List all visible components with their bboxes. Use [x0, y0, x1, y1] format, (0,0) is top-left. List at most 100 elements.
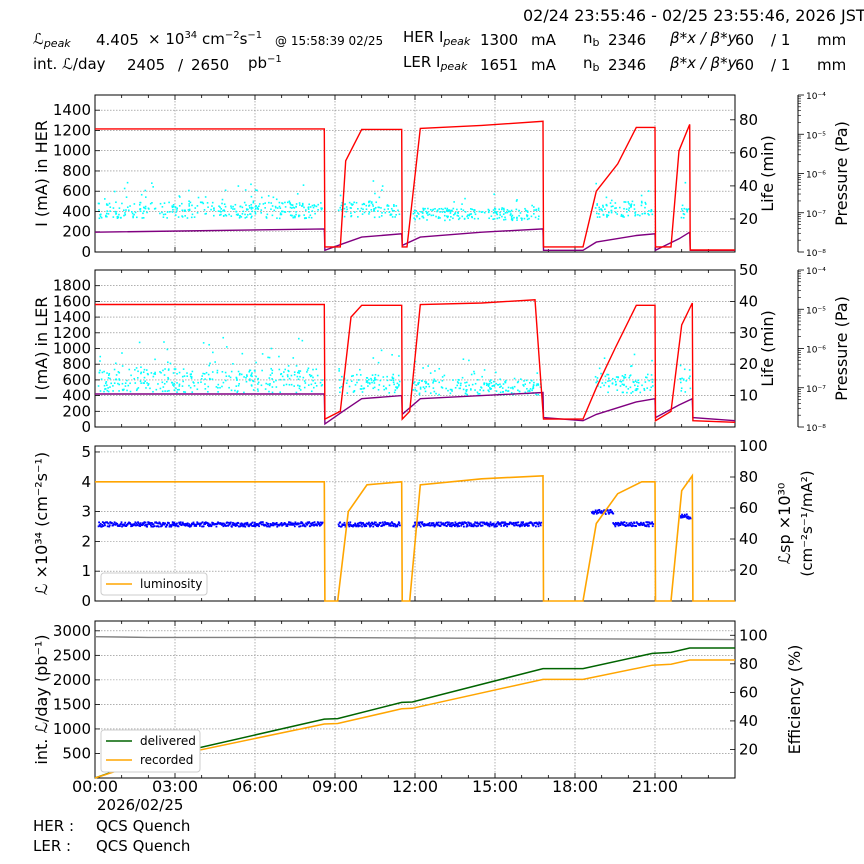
- pressure-point: [502, 391, 504, 393]
- specific-lum-point: [481, 521, 483, 524]
- pressure-point: [232, 205, 234, 208]
- ler-nb-label: nb: [583, 54, 600, 74]
- pressure-point: [490, 387, 493, 390]
- pressure-point: [311, 210, 314, 212]
- pressure-point: [617, 376, 620, 379]
- ler-abort-value: QCS Quench: [96, 837, 191, 855]
- specific-lum-point: [516, 521, 519, 524]
- specific-lum-point: [306, 523, 308, 526]
- specific-lum-point: [124, 521, 127, 524]
- specific-lum-point: [437, 524, 440, 527]
- pressure-point: [203, 209, 206, 211]
- pressure-point: [396, 387, 398, 390]
- pressure-point: [600, 208, 602, 210]
- pressure-point: [208, 364, 210, 367]
- specific-lum-point: [537, 525, 540, 528]
- pressure-point: [680, 208, 683, 210]
- pressure-point: [234, 203, 237, 206]
- pressure-point: [449, 210, 452, 213]
- pressure-point: [390, 379, 392, 381]
- pressure-point: [622, 379, 624, 382]
- specific-lum-point: [347, 523, 350, 526]
- pressure-point: [646, 387, 649, 389]
- pressure-point: [254, 370, 256, 372]
- pressure-point: [639, 391, 642, 394]
- pressure-point: [190, 216, 193, 219]
- y-right-tick-label: 80: [739, 655, 758, 673]
- specific-lum-point: [98, 524, 101, 526]
- pressure-point: [628, 376, 631, 379]
- specific-lum-point: [435, 523, 438, 526]
- pressure-point: [427, 383, 430, 386]
- specific-lum-point: [149, 524, 152, 527]
- pressure-point: [126, 181, 129, 184]
- specific-lum-point: [391, 522, 394, 524]
- pressure-point: [255, 375, 257, 378]
- specific-lum-point: [601, 511, 603, 514]
- pressure-point: [283, 384, 285, 387]
- ler-abort-label: LER :: [33, 837, 72, 855]
- pressure-point: [373, 386, 376, 389]
- pressure-point: [228, 375, 230, 377]
- specific-lum-point: [170, 524, 173, 527]
- pressure-point: [98, 371, 101, 374]
- pressure-point: [377, 374, 380, 377]
- specific-lum-point: [448, 521, 450, 524]
- specific-lum-point: [255, 524, 258, 527]
- pressure-point: [510, 215, 513, 218]
- pressure-point: [456, 214, 459, 217]
- pressure-point: [422, 367, 424, 369]
- pressure-point: [278, 355, 280, 358]
- specific-lum-point: [225, 525, 227, 527]
- pressure-point: [140, 371, 143, 374]
- specific-lum-point: [608, 511, 611, 514]
- pressure-point: [189, 375, 192, 378]
- pressure-point: [598, 206, 601, 209]
- pressure-point: [196, 212, 199, 214]
- specific-lum-point: [598, 508, 601, 511]
- pressure-point: [511, 219, 514, 222]
- pressure-point: [398, 383, 400, 386]
- pressure-point: [365, 381, 368, 383]
- pressure-point: [608, 385, 610, 387]
- pressure-point: [126, 379, 128, 382]
- specific-lum-point: [646, 523, 649, 526]
- specific-lum-point: [467, 521, 470, 524]
- specific-lum-point: [357, 525, 360, 528]
- specific-lum-point: [373, 521, 376, 524]
- pressure-point: [273, 381, 275, 383]
- pressure-point: [143, 376, 146, 379]
- specific-lum-point: [285, 524, 288, 527]
- pressure-point: [178, 383, 181, 386]
- specific-lum-point: [492, 523, 495, 526]
- pressure-point: [176, 388, 179, 391]
- y-right-tick-label: 40: [739, 530, 758, 548]
- specific-lum-point: [449, 523, 452, 526]
- pressure-point: [532, 387, 534, 390]
- pressure-point: [252, 200, 255, 203]
- pressure-point: [309, 214, 312, 217]
- pressure-point: [414, 388, 417, 391]
- pressure-point: [250, 216, 252, 219]
- pressure-point: [164, 213, 167, 216]
- pressure-point: [398, 380, 401, 383]
- pressure-point: [265, 217, 268, 219]
- legend-label-delivered: delivered: [140, 734, 196, 748]
- specific-lum-point: [627, 524, 630, 527]
- specific-lum-point: [439, 525, 442, 527]
- pressure-point: [144, 205, 147, 208]
- pressure-point: [683, 207, 686, 210]
- pressure-point: [144, 196, 147, 198]
- specific-lum-point: [386, 522, 388, 524]
- specific-lum-point: [287, 523, 290, 526]
- specific-lum-point: [172, 524, 175, 527]
- pressure-point: [267, 383, 269, 386]
- pressure-point: [529, 388, 532, 390]
- specific-lum-point: [127, 522, 130, 525]
- pressure-point: [624, 374, 627, 376]
- pressure-point: [290, 214, 293, 217]
- specific-lum-point: [318, 522, 321, 525]
- pressure-point: [626, 211, 628, 213]
- pressure-point: [200, 378, 203, 380]
- specific-lum-point: [102, 525, 105, 527]
